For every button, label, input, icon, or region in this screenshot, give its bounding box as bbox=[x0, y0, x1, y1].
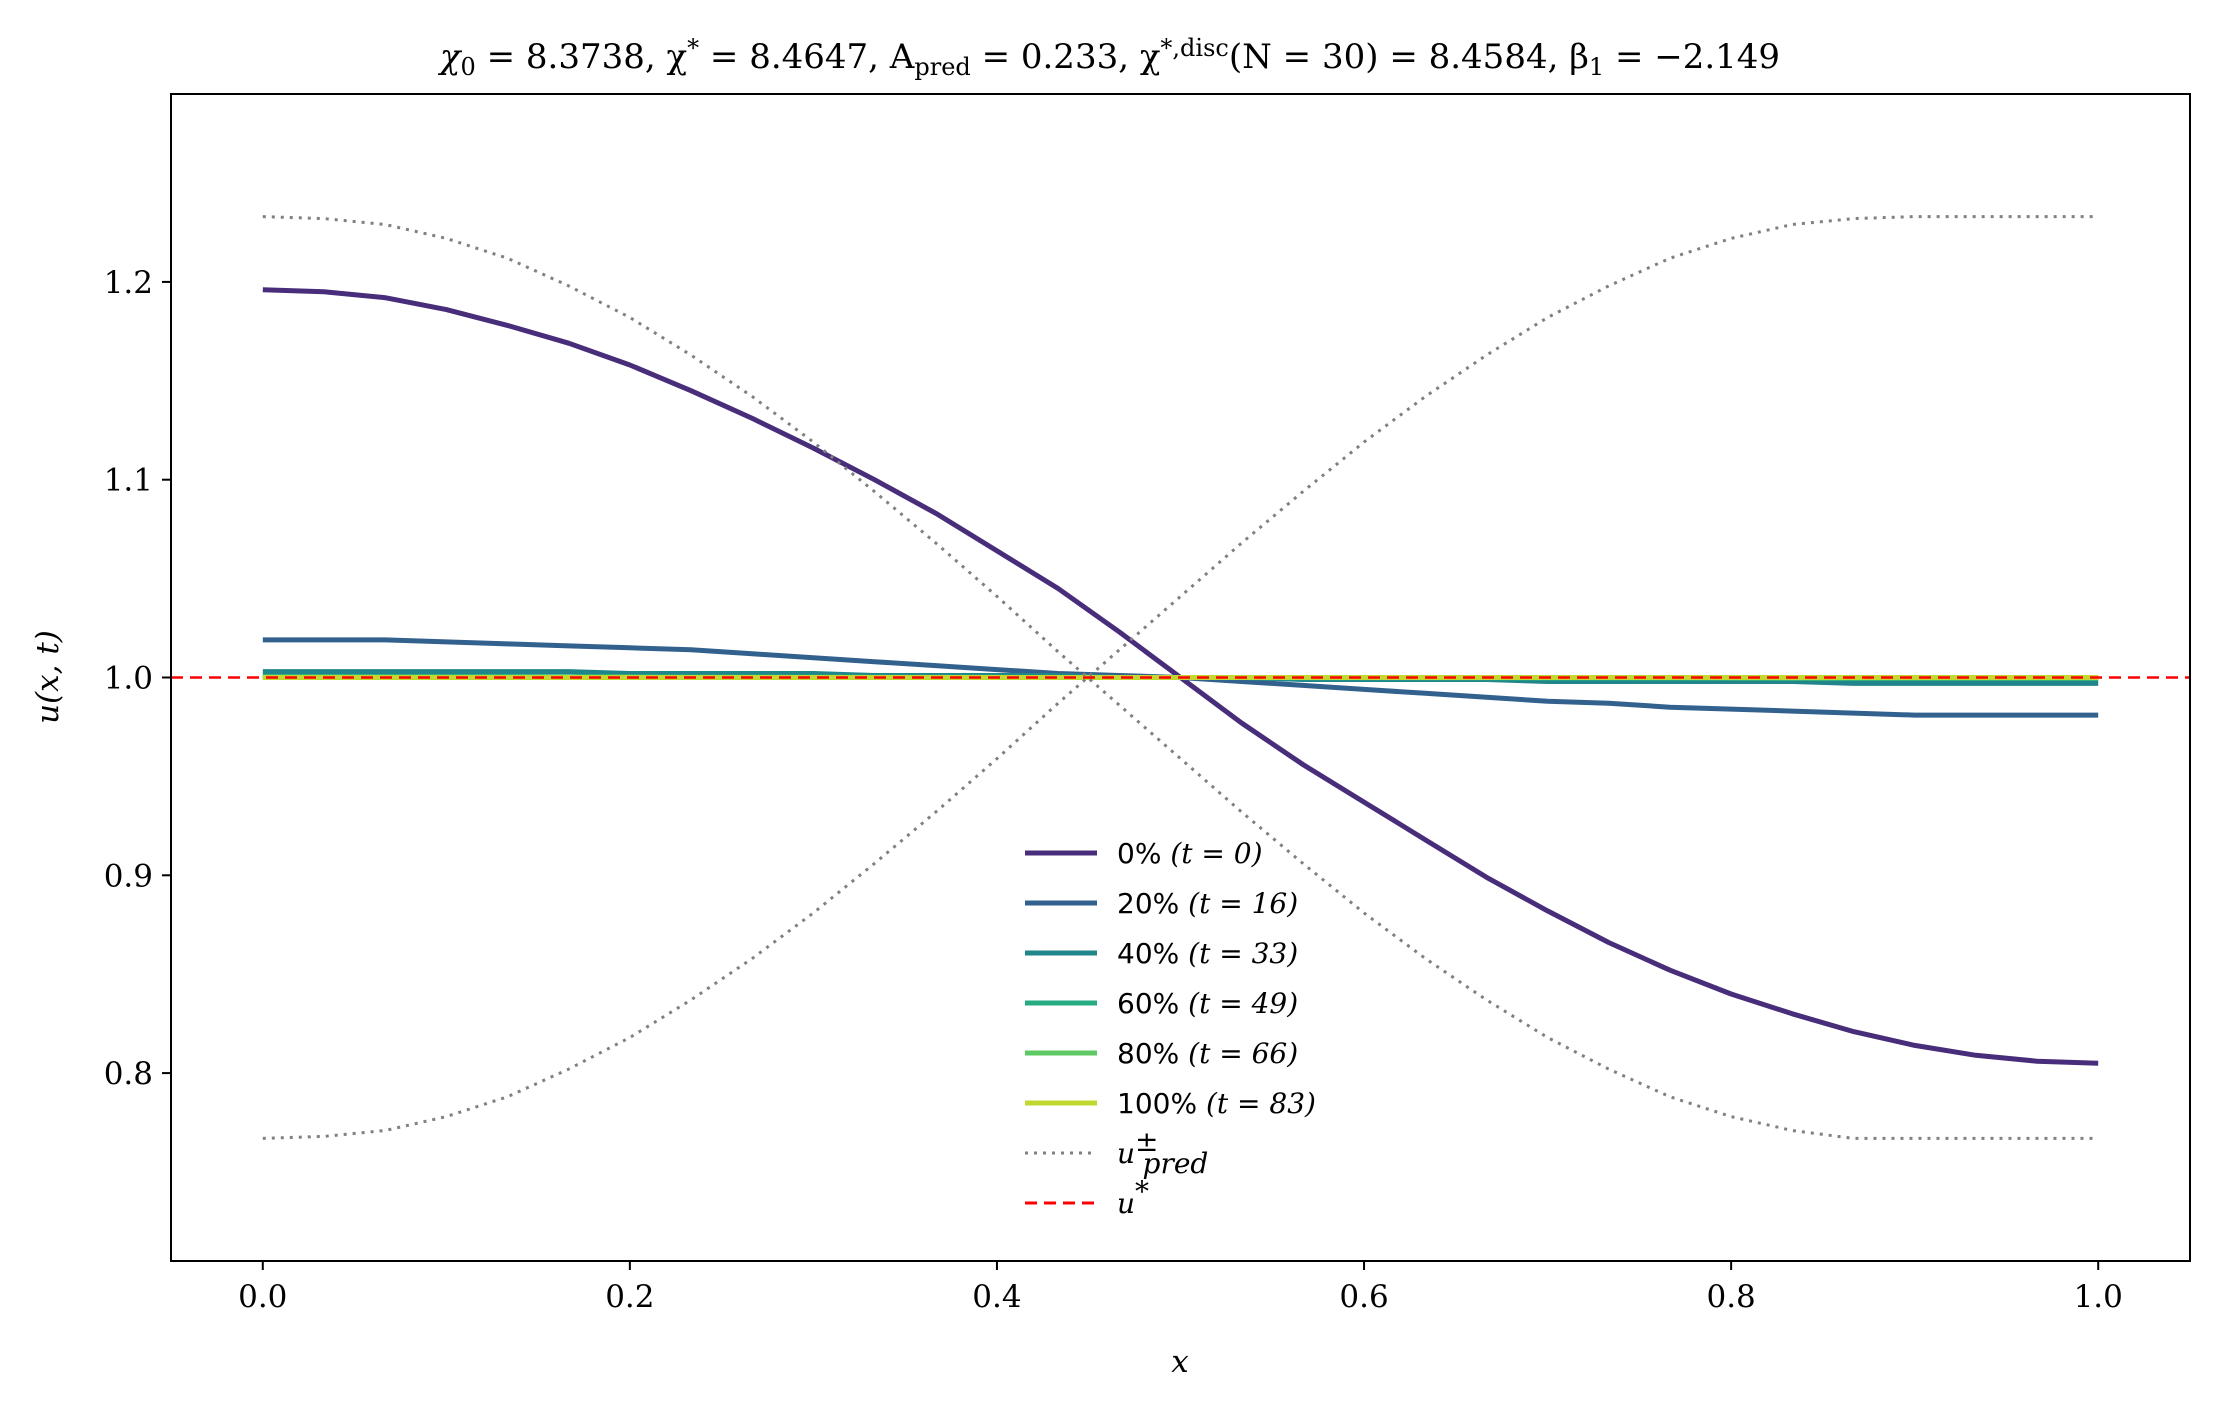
title-part-6: = −2.149 bbox=[1604, 37, 1780, 77]
legend-label-2: 40% (t = 33) bbox=[1117, 937, 1298, 970]
legend-item-0: 0% (t = 0) bbox=[1025, 837, 1263, 870]
legend-item-2: 40% (t = 33) bbox=[1025, 937, 1298, 970]
title-sub-3: pred bbox=[914, 53, 970, 81]
title-part-1: χ bbox=[438, 37, 463, 77]
title-part-3: = 8.4647, A bbox=[699, 37, 915, 77]
y-tick-label-3: 1.1 bbox=[104, 463, 153, 499]
legend-label-1: 20% (t = 16) bbox=[1117, 887, 1298, 920]
y-axis: 0.8 0.9 1.0 1.1 1.2 bbox=[104, 265, 171, 1092]
y-tick-label-0: 0.8 bbox=[104, 1056, 153, 1092]
legend-item-3: 60% (t = 49) bbox=[1025, 987, 1298, 1020]
x-tick-label-1: 0.2 bbox=[605, 1279, 654, 1315]
x-tick-label-4: 0.8 bbox=[1706, 1279, 1755, 1315]
legend-label-6: u± pred bbox=[1117, 1125, 1208, 1180]
legend-label-7: u* bbox=[1117, 1175, 1149, 1220]
svg-text:χ0 = 8.3738, χ* = 8.4647, Ap: χ0 = 8.3738, χ* = 8.4647, Apred = 0.233,… bbox=[438, 34, 1780, 81]
y-axis-label: u(x, t) bbox=[30, 630, 66, 724]
legend-item-4: 80% (t = 66) bbox=[1025, 1037, 1298, 1070]
y-tick-label-2: 1.0 bbox=[104, 661, 153, 697]
y-tick-label-1: 0.9 bbox=[104, 858, 153, 894]
legend-item-1: 20% (t = 16) bbox=[1025, 887, 1298, 920]
title-sub-5: 1 bbox=[1589, 53, 1604, 81]
legend-label-5: 100% (t = 83) bbox=[1117, 1087, 1316, 1120]
series-line-6 bbox=[262, 215, 2099, 1140]
legend-item-5: 100% (t = 83) bbox=[1025, 1087, 1316, 1120]
title-sup-2: * bbox=[687, 34, 699, 62]
x-axis: 0.0 0.2 0.4 0.6 0.8 1.0 bbox=[238, 1261, 2123, 1315]
title-part-2: = 8.3738, χ bbox=[476, 37, 687, 77]
series-line-7 bbox=[262, 215, 2099, 1140]
legend-item-7: u* bbox=[1025, 1175, 1149, 1220]
plot-area bbox=[171, 215, 2190, 1140]
legend-label-0: 0% (t = 0) bbox=[1117, 837, 1263, 870]
legend-item-6: u± pred bbox=[1025, 1125, 1208, 1180]
legend: 0% (t = 0) 20% (t = 16) 40% (t = 33) 60% (t… bbox=[1025, 837, 1316, 1220]
x-tick-label-3: 0.6 bbox=[1339, 1279, 1388, 1315]
title-part-4: = 0.233, χ bbox=[971, 37, 1161, 77]
legend-label-4: 80% (t = 66) bbox=[1117, 1037, 1298, 1070]
title-sub-1: 0 bbox=[461, 53, 476, 81]
y-tick-label-4: 1.2 bbox=[104, 265, 153, 301]
chart-title: χ0 = 8.3738, χ* = 8.4647, Apred = 0.233,… bbox=[438, 34, 1780, 81]
x-tick-label-0: 0.0 bbox=[238, 1279, 287, 1315]
legend-label-3: 60% (t = 49) bbox=[1117, 987, 1298, 1020]
x-axis-label: x bbox=[1171, 1344, 1189, 1380]
title-sup-4: *,disc bbox=[1160, 34, 1228, 62]
title-part-5: (N = 30) = 8.4584, β bbox=[1229, 37, 1589, 77]
x-tick-label-5: 1.0 bbox=[2074, 1279, 2123, 1315]
x-tick-label-2: 0.4 bbox=[972, 1279, 1021, 1315]
